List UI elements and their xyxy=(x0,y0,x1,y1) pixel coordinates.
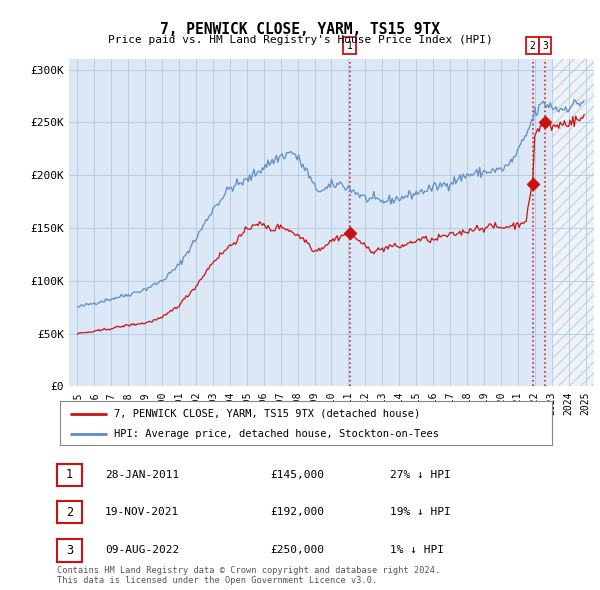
Text: 7, PENWICK CLOSE, YARM, TS15 9TX (detached house): 7, PENWICK CLOSE, YARM, TS15 9TX (detach… xyxy=(114,409,421,418)
Text: 28-JAN-2011: 28-JAN-2011 xyxy=(105,470,179,480)
Text: £145,000: £145,000 xyxy=(270,470,324,480)
Text: 1: 1 xyxy=(66,468,73,481)
Text: £250,000: £250,000 xyxy=(270,546,324,555)
Text: 3: 3 xyxy=(542,41,548,51)
Text: 7, PENWICK CLOSE, YARM, TS15 9TX: 7, PENWICK CLOSE, YARM, TS15 9TX xyxy=(160,22,440,37)
Text: 2: 2 xyxy=(530,41,536,51)
Text: 19% ↓ HPI: 19% ↓ HPI xyxy=(390,507,451,517)
Text: Contains HM Land Registry data © Crown copyright and database right 2024.: Contains HM Land Registry data © Crown c… xyxy=(57,566,440,575)
Text: HPI: Average price, detached house, Stockton-on-Tees: HPI: Average price, detached house, Stoc… xyxy=(114,429,439,439)
Text: 2: 2 xyxy=(66,506,73,519)
Text: 1: 1 xyxy=(347,41,353,51)
Text: £192,000: £192,000 xyxy=(270,507,324,517)
Text: 19-NOV-2021: 19-NOV-2021 xyxy=(105,507,179,517)
Text: 3: 3 xyxy=(66,544,73,557)
Text: 27% ↓ HPI: 27% ↓ HPI xyxy=(390,470,451,480)
Text: 09-AUG-2022: 09-AUG-2022 xyxy=(105,546,179,555)
Text: Price paid vs. HM Land Registry's House Price Index (HPI): Price paid vs. HM Land Registry's House … xyxy=(107,35,493,45)
Text: 1% ↓ HPI: 1% ↓ HPI xyxy=(390,546,444,555)
Text: This data is licensed under the Open Government Licence v3.0.: This data is licensed under the Open Gov… xyxy=(57,576,377,585)
